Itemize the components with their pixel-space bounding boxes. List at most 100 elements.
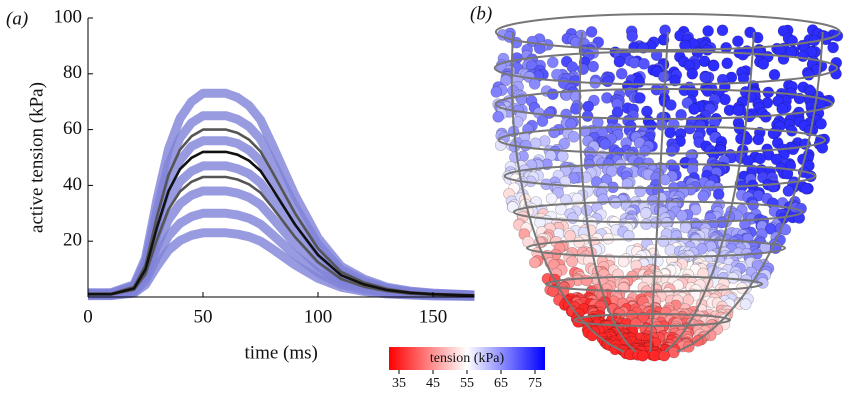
sphere — [601, 75, 614, 88]
sphere — [528, 78, 541, 90]
sphere — [640, 218, 652, 230]
colorbar-label: tension (kPa) — [430, 351, 505, 366]
sphere — [567, 131, 580, 143]
sphere — [533, 42, 546, 55]
sphere — [665, 99, 677, 111]
sphere — [757, 58, 770, 70]
sphere — [716, 24, 729, 37]
colorbar — [389, 347, 545, 370]
sphere — [776, 103, 789, 115]
sphere — [585, 26, 598, 38]
sphere — [558, 137, 571, 150]
sphere — [490, 86, 503, 98]
sphere — [732, 35, 744, 48]
sphere — [675, 109, 687, 121]
sphere — [581, 110, 594, 122]
panel-label: (b) — [470, 3, 492, 24]
wire-meridian — [676, 31, 824, 353]
sphere — [770, 153, 783, 166]
sphere — [697, 267, 710, 280]
y-axis-label: active tension (kPa) — [26, 82, 47, 233]
y-tick-label: 60 — [63, 118, 82, 139]
y-tick-label: 100 — [54, 6, 83, 27]
sphere — [613, 55, 626, 68]
sphere — [815, 118, 827, 130]
colorbar-tick-label: 65 — [494, 376, 508, 391]
sphere — [697, 190, 710, 202]
sphere — [701, 85, 714, 97]
sphere — [712, 188, 725, 201]
sphere — [689, 203, 702, 216]
sphere — [719, 93, 731, 106]
sphere — [657, 235, 670, 248]
sphere — [751, 31, 764, 44]
sphere — [506, 201, 519, 213]
sphere — [628, 56, 641, 69]
colorbar-tick-label: 45 — [426, 376, 440, 391]
sphere — [664, 126, 676, 139]
sphere — [615, 67, 628, 80]
sphere — [721, 57, 734, 70]
x-tick-label: 100 — [304, 306, 333, 327]
sphere — [638, 57, 650, 70]
sphere — [665, 145, 678, 157]
sphere — [754, 152, 767, 165]
series-line — [88, 175, 475, 298]
y-tick-label: 40 — [63, 174, 82, 195]
sphere — [641, 105, 653, 118]
series-line — [88, 150, 475, 297]
sphere — [626, 30, 639, 43]
panel-label: (a) — [6, 8, 28, 29]
sphere — [546, 56, 559, 69]
sphere — [634, 92, 646, 104]
sphere — [511, 116, 524, 128]
sphere — [659, 24, 671, 37]
y-tick-label: 80 — [63, 62, 82, 83]
sphere — [737, 48, 749, 61]
sphere — [782, 185, 795, 197]
sphere — [699, 71, 712, 84]
sphere — [636, 349, 649, 362]
sphere — [519, 139, 532, 152]
sphere — [566, 212, 579, 224]
sphere — [827, 41, 839, 54]
sphere — [688, 103, 700, 115]
sphere — [676, 209, 688, 222]
sphere — [536, 115, 549, 127]
wire-meridian — [664, 31, 755, 353]
sphere — [492, 111, 505, 123]
sphere — [707, 59, 720, 72]
colorbar-tick-label: 35 — [392, 376, 406, 391]
sphere — [800, 183, 813, 195]
wire-meridian — [510, 31, 625, 353]
x-tick-label: 150 — [419, 306, 448, 327]
sphere — [621, 178, 634, 190]
x-tick-label: 0 — [83, 306, 93, 327]
sphere — [658, 349, 671, 362]
colorbar-tick-label: 75 — [528, 376, 542, 391]
sphere — [739, 298, 752, 311]
sphere — [566, 255, 578, 268]
sphere — [577, 63, 589, 75]
sphere — [702, 25, 714, 37]
wire-meridian — [649, 31, 669, 353]
sphere — [764, 223, 777, 235]
series-line — [88, 128, 475, 297]
sphere — [546, 88, 559, 100]
sphere — [580, 274, 593, 287]
sphere — [639, 207, 652, 219]
sphere — [659, 173, 671, 186]
sphere — [573, 236, 585, 249]
sphere — [599, 138, 612, 150]
sphere — [737, 72, 750, 85]
sphere — [545, 192, 558, 205]
sphere — [752, 133, 765, 146]
x-tick-label: 50 — [194, 306, 213, 327]
sphere — [768, 69, 781, 81]
sphere — [732, 104, 744, 117]
sphere — [556, 150, 569, 162]
wire-meridian — [578, 31, 637, 353]
colorbar-tick-label: 55 — [460, 376, 474, 391]
sphere — [797, 50, 809, 63]
